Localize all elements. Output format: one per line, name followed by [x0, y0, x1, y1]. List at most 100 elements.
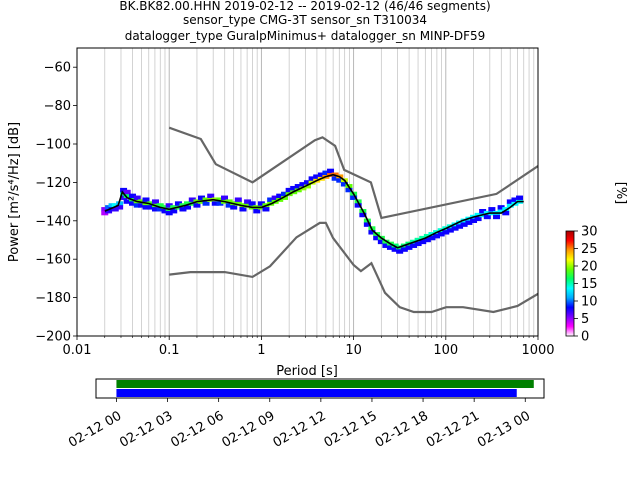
pdf-cell	[248, 201, 256, 206]
pdf-cell	[123, 189, 131, 195]
pdf-cell	[234, 197, 242, 202]
timeline-tick-label: 02-12 15	[322, 409, 380, 451]
pdf-cell	[483, 214, 491, 220]
pdf-cell	[123, 193, 131, 199]
pdf-cell	[184, 201, 192, 206]
colorbar-ramp	[565, 230, 575, 337]
pdf-cell	[294, 184, 302, 189]
x-tick-label: 10	[345, 343, 362, 358]
x-grid	[76, 48, 539, 336]
pdf-cell	[327, 168, 335, 174]
pdf-cell	[382, 243, 390, 248]
pdf-cell	[386, 245, 394, 250]
pdf-cell	[433, 233, 441, 239]
ppsd-plot: 0.01 0.1 1 10 100 1000 −200 −180 −160 −140 −120 −1…	[7, 47, 555, 379]
timeline-tick-label: 02-13 00	[475, 409, 533, 451]
pdf-cell	[419, 235, 427, 241]
pdf-cell	[345, 187, 353, 193]
pdf-cell	[193, 203, 201, 208]
x-tick-label: 1	[257, 343, 265, 358]
pdf-cell	[161, 209, 169, 214]
pdf-cell	[437, 232, 445, 237]
y-tick-label: −200	[35, 330, 71, 345]
pdf-cell	[156, 207, 164, 212]
pdf-cell	[170, 209, 178, 214]
pdf-cell	[120, 195, 128, 200]
colorbar-tick-label: 15	[581, 277, 598, 292]
pdf-cell	[493, 214, 501, 220]
colorbar-tick-label: 25	[581, 242, 598, 257]
pdf-cell	[396, 249, 404, 254]
y-tick-label: −80	[44, 99, 71, 114]
timeline-tick-label: 02-12 03	[117, 409, 175, 451]
x-tick-label: 1000	[521, 343, 554, 358]
pdf-cell	[225, 199, 233, 204]
pdf-cell	[474, 212, 482, 218]
pdf-cell	[460, 222, 468, 227]
x-axis-ticks: 0.01 0.1 1 10 100 1000	[63, 336, 555, 358]
x-tick-label: 100	[433, 343, 458, 358]
pdf-cell	[446, 228, 454, 233]
pdf-cell	[299, 182, 307, 187]
y-tick-label: −180	[35, 291, 71, 306]
timeline-tick-label: 02-12 00	[66, 409, 124, 451]
pdf-cell	[502, 210, 510, 216]
pdf-cell	[442, 230, 450, 235]
pdf-cell	[165, 203, 173, 208]
pdf-cell	[253, 209, 261, 214]
pdf-cell	[511, 197, 519, 202]
pdf-cell	[423, 233, 431, 239]
pdf-cell	[133, 195, 141, 200]
pdf-cell	[101, 207, 109, 212]
pdf-cell	[165, 210, 173, 216]
pdf-cell	[151, 207, 159, 212]
pdf-cell	[285, 187, 293, 193]
pdf-cell	[129, 193, 137, 199]
pdf-cell	[419, 239, 427, 245]
pdf-cell	[474, 216, 482, 222]
pdf-cell	[197, 195, 205, 200]
y-tick-label: −60	[44, 61, 71, 76]
pdf-cell	[479, 209, 487, 214]
pdf-cell	[244, 199, 252, 204]
pdf-cell	[488, 207, 496, 212]
pdf-cell	[359, 212, 367, 218]
pdf-cell	[456, 224, 464, 229]
x-axis-label: Period [s]	[276, 364, 338, 379]
y-tick-label: −140	[35, 214, 71, 229]
pdf-cell	[234, 201, 242, 206]
pdf-cell	[313, 174, 321, 179]
pdf-cell	[423, 237, 431, 243]
timeline-tick-label: 02-12 09	[219, 409, 277, 451]
pdf-cell	[170, 205, 178, 210]
x-tick-label: 0.01	[63, 343, 92, 358]
y-tick-label: −160	[35, 253, 71, 268]
pdf-cell	[156, 203, 164, 208]
pdf-cell	[147, 205, 155, 210]
pdf-cell	[280, 191, 288, 197]
pdf-cell	[506, 199, 514, 204]
pdf-cell	[116, 205, 124, 210]
pdf-cell	[216, 201, 224, 206]
colorbar-tick-label: 30	[581, 225, 598, 240]
pdf-cell	[516, 195, 524, 200]
nhnm-curve	[168, 126, 538, 220]
pdf-cell	[368, 230, 376, 235]
pdf-cell	[322, 170, 330, 175]
mean-curve-group	[104, 173, 524, 249]
pdf-cell	[207, 193, 215, 199]
colorbar-ticks: 0 5 10 15 20 25 30	[574, 225, 598, 345]
chart-title-line-1: BK.BK82.00.HHN 2019-02-12 -- 2019-02-12 …	[119, 0, 490, 13]
noise-models	[168, 126, 538, 314]
y-axis-label: Power [m²/s⁴/Hz] [dB]	[7, 122, 22, 262]
pdf-cell	[377, 239, 385, 245]
pdf-cell	[340, 182, 348, 187]
pdf-cell	[405, 245, 413, 250]
timeline-bar-data-available	[116, 380, 534, 388]
pdf-cell	[280, 195, 288, 200]
timeline-tick-label: 02-12 12	[271, 409, 329, 451]
timeline-bar-data-used	[116, 389, 517, 397]
pdf-cell	[276, 193, 284, 199]
